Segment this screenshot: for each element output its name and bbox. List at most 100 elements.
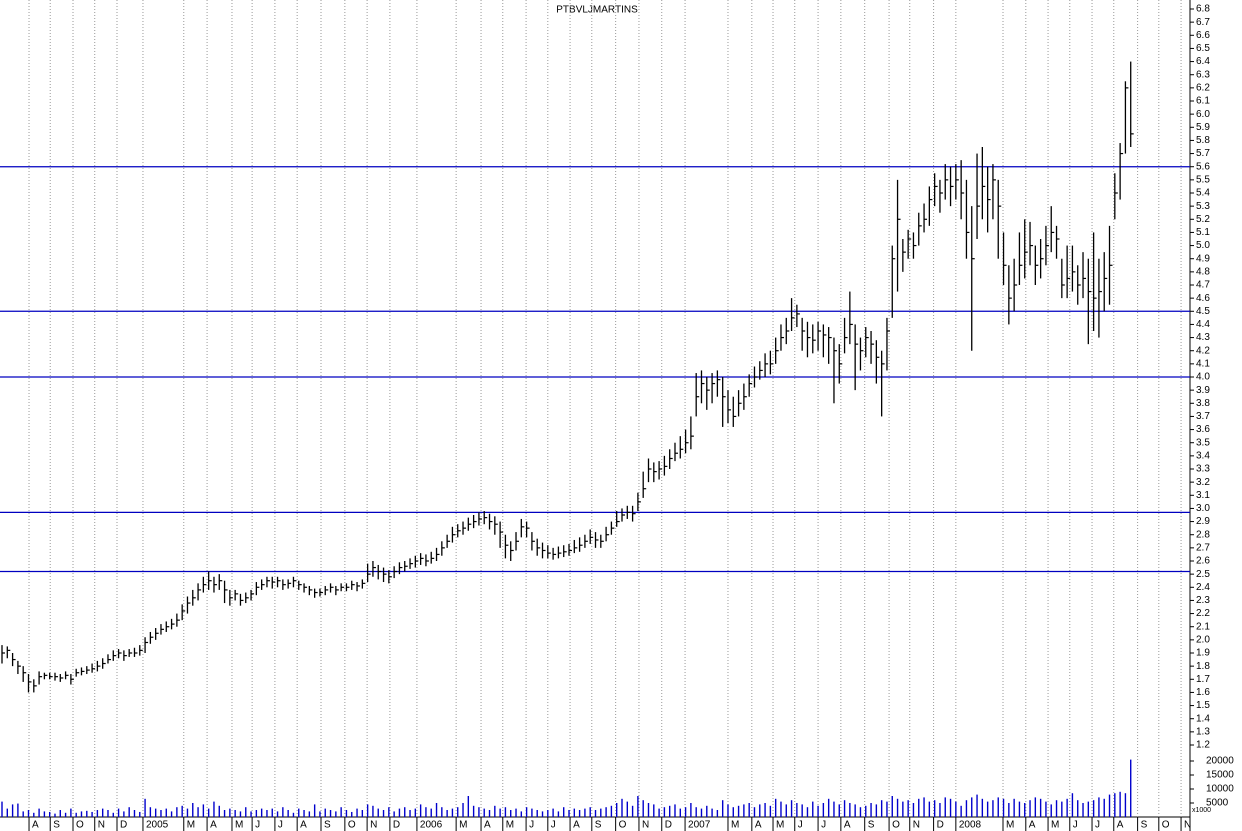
x-tick-label: M xyxy=(459,820,467,831)
x-tick-label: D xyxy=(937,820,944,831)
y-tick-label: 5.6 xyxy=(1196,161,1210,172)
x-tick-label: 2008 xyxy=(959,820,982,831)
y-tick-label: 4.0 xyxy=(1196,372,1210,383)
y-tick-label: 5.5 xyxy=(1196,174,1210,185)
x-tick-label: A xyxy=(484,820,491,831)
y-tick-label: 6.8 xyxy=(1196,4,1210,15)
x-tick-label: N xyxy=(98,820,105,831)
volume-tick-label: 15000 xyxy=(1206,770,1234,781)
y-tick-label: 4.7 xyxy=(1196,280,1210,291)
x-tick-label: O xyxy=(1162,820,1170,831)
x-tick-label: S xyxy=(1141,820,1148,831)
x-tick-label: N xyxy=(913,820,920,831)
x-tick-label: A xyxy=(32,820,39,831)
y-tick-label: 4.8 xyxy=(1196,266,1210,277)
x-tick-label: A xyxy=(1029,820,1036,831)
x-tick-label: N xyxy=(642,820,649,831)
x-tick-label: M xyxy=(506,820,514,831)
y-tick-label: 4.3 xyxy=(1196,332,1210,343)
y-tick-label: 2.5 xyxy=(1196,569,1210,580)
volume-tick-label: 10000 xyxy=(1206,784,1234,795)
x-tick-label: M xyxy=(187,820,195,831)
y-tick-label: 3.5 xyxy=(1196,437,1210,448)
y-tick-label: 6.4 xyxy=(1196,56,1210,67)
y-tick-label: 1.3 xyxy=(1196,726,1210,737)
x-tick-label: O xyxy=(892,820,900,831)
x-tick-label: O xyxy=(619,820,627,831)
x-tick-label: S xyxy=(324,820,331,831)
y-tick-label: 5.3 xyxy=(1196,201,1210,212)
x-tick-label: S xyxy=(868,820,875,831)
y-tick-label: 4.5 xyxy=(1196,306,1210,317)
y-tick-label: 1.6 xyxy=(1196,687,1210,698)
y-tick-label: 4.1 xyxy=(1196,358,1210,369)
y-tick-label: 5.9 xyxy=(1196,122,1210,133)
x-tick-label: A xyxy=(300,820,307,831)
y-tick-label: 2.0 xyxy=(1196,634,1210,645)
x-tick-label: J xyxy=(821,820,826,831)
y-tick-label: 3.9 xyxy=(1196,385,1210,396)
y-tick-label: 3.0 xyxy=(1196,503,1210,514)
y-tick-label: 5.0 xyxy=(1196,240,1210,251)
y-tick-label: 1.4 xyxy=(1196,713,1210,724)
y-tick-label: 5.2 xyxy=(1196,214,1210,225)
y-tick-label: 3.3 xyxy=(1196,464,1210,475)
y-tick-label: 2.9 xyxy=(1196,516,1210,527)
y-tick-label: 6.6 xyxy=(1196,30,1210,41)
y-tick-label: 3.6 xyxy=(1196,424,1210,435)
x-tick-label: J xyxy=(529,820,534,831)
x-tick-label: M xyxy=(776,820,784,831)
y-tick-label: 5.7 xyxy=(1196,148,1210,159)
x-tick-label: O xyxy=(76,820,84,831)
x-tick-label: J xyxy=(255,820,260,831)
x-tick-label: N xyxy=(1184,820,1191,831)
y-tick-label: 4.6 xyxy=(1196,293,1210,304)
y-tick-label: 6.2 xyxy=(1196,82,1210,93)
y-tick-label: 1.9 xyxy=(1196,648,1210,659)
x-tick-label: A xyxy=(755,820,762,831)
y-tick-label: 2.8 xyxy=(1196,529,1210,540)
x-tick-label: 2005 xyxy=(146,820,169,831)
y-tick-label: 1.5 xyxy=(1196,700,1210,711)
y-tick-label: 5.8 xyxy=(1196,135,1210,146)
y-tick-label: 3.8 xyxy=(1196,398,1210,409)
y-tick-label: 6.7 xyxy=(1196,17,1210,28)
y-tick-label: 2.7 xyxy=(1196,542,1210,553)
y-tick-label: 1.8 xyxy=(1196,661,1210,672)
y-tick-label: 5.4 xyxy=(1196,188,1210,199)
y-tick-label: 3.7 xyxy=(1196,411,1210,422)
volume-unit-label: x1000 xyxy=(1192,807,1211,814)
y-tick-label: 3.1 xyxy=(1196,490,1210,501)
y-tick-label: 2.4 xyxy=(1196,582,1210,593)
y-tick-label: 1.2 xyxy=(1196,740,1210,751)
y-tick-label: 5.1 xyxy=(1196,227,1210,238)
x-tick-label: D xyxy=(393,820,400,831)
x-tick-label: J xyxy=(1073,820,1078,831)
x-tick-label: J xyxy=(278,820,283,831)
x-tick-label: D xyxy=(120,820,127,831)
x-tick-label: N xyxy=(370,820,377,831)
y-tick-label: 4.4 xyxy=(1196,319,1210,330)
x-tick-label: J xyxy=(798,820,803,831)
x-tick-label: 2006 xyxy=(420,820,443,831)
x-tick-label: J xyxy=(1095,820,1100,831)
x-tick-label: 2007 xyxy=(688,820,711,831)
volume-tick-label: 5000 xyxy=(1206,798,1229,809)
y-tick-label: 2.3 xyxy=(1196,595,1210,606)
y-tick-label: 2.2 xyxy=(1196,608,1210,619)
y-tick-label: 3.4 xyxy=(1196,450,1210,461)
x-tick-label: D xyxy=(665,820,672,831)
x-tick-label: M xyxy=(235,820,243,831)
chart-title: PTBVLJMARTINS xyxy=(556,5,638,16)
y-tick-label: 4.2 xyxy=(1196,345,1210,356)
y-tick-label: 2.6 xyxy=(1196,556,1210,567)
x-tick-label: A xyxy=(573,820,580,831)
y-tick-label: 3.2 xyxy=(1196,477,1210,488)
y-tick-label: 6.5 xyxy=(1196,43,1210,54)
y-tick-label: 1.7 xyxy=(1196,674,1210,685)
x-tick-label: J xyxy=(551,820,556,831)
y-tick-label: 6.0 xyxy=(1196,109,1210,120)
y-tick-label: 4.9 xyxy=(1196,253,1210,264)
